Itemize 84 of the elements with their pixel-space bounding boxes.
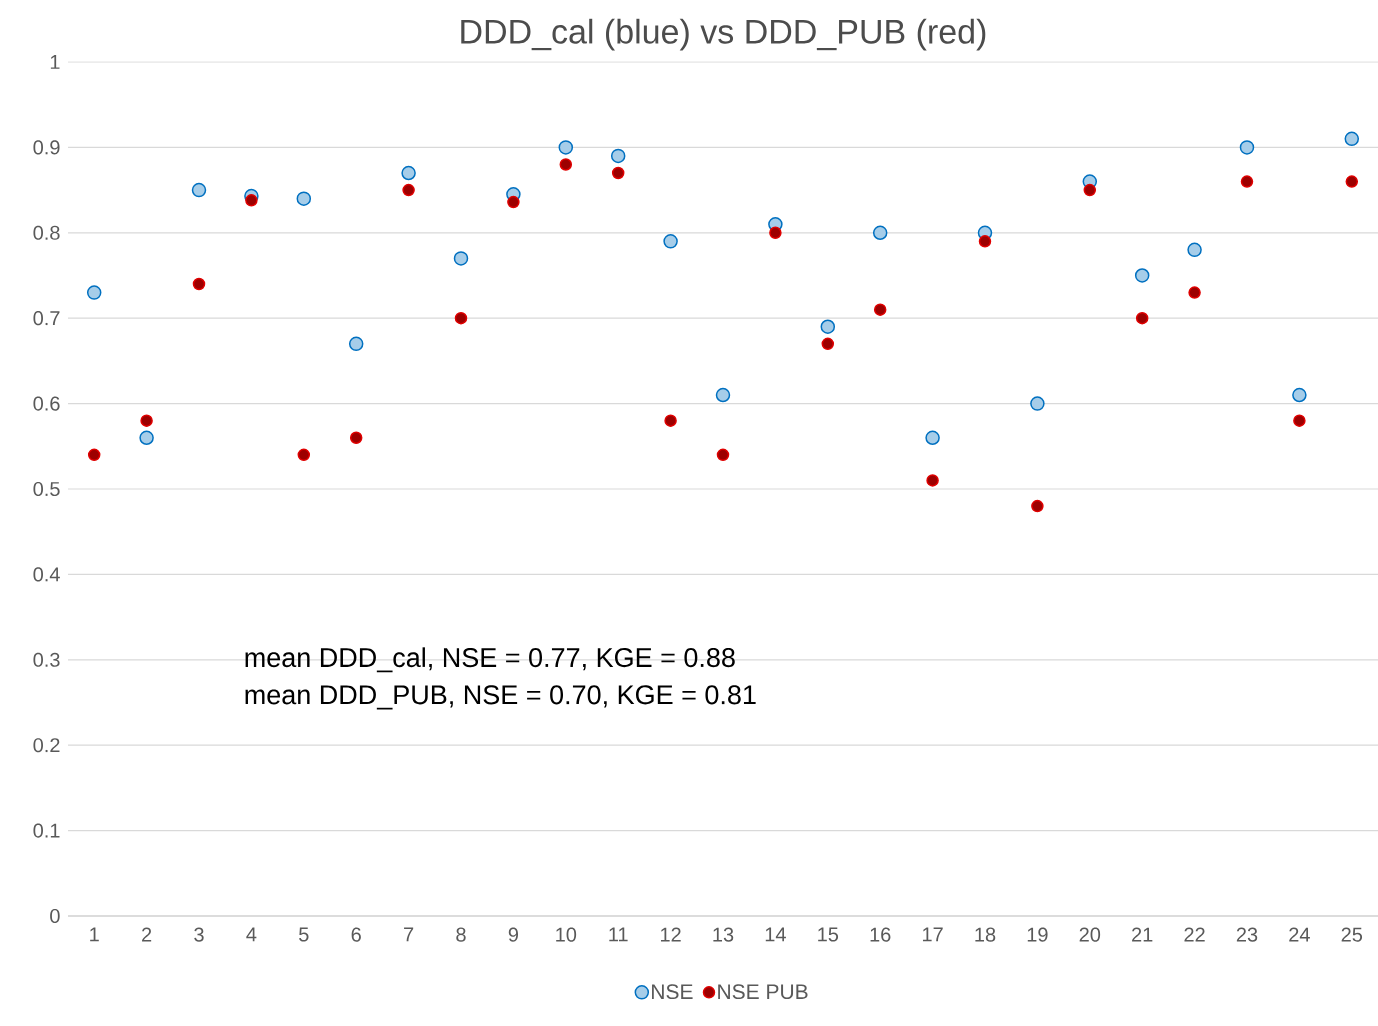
point <box>559 158 573 171</box>
point <box>1134 268 1150 283</box>
point <box>245 194 258 207</box>
x-tick-label: 23 <box>1236 927 1258 942</box>
point <box>820 319 836 334</box>
x-tick-label: 5 <box>299 927 309 942</box>
y-tick-label: 0.7 <box>33 311 60 326</box>
x-tick-label: 7 <box>404 927 414 942</box>
point <box>664 414 677 427</box>
point <box>349 431 363 445</box>
x-tick-label: 12 <box>660 927 681 942</box>
y-tick-label: 0 <box>50 908 60 924</box>
x-tick-label: 21 <box>1132 927 1153 942</box>
x-tick-label: 15 <box>818 927 839 942</box>
x-tick-label: 22 <box>1184 927 1205 942</box>
y-tick-label: 0.5 <box>33 481 60 497</box>
point <box>1239 140 1255 155</box>
x-tick-label: 25 <box>1341 927 1363 942</box>
point <box>926 474 939 487</box>
point <box>1083 183 1097 197</box>
legend-label: NSE PUB <box>718 984 808 1000</box>
x-tick-label: 2 <box>142 927 152 942</box>
x-tick-label: 16 <box>870 927 891 942</box>
x-tick-label: 8 <box>456 927 466 942</box>
point <box>140 414 153 427</box>
point <box>348 336 364 352</box>
point <box>296 191 312 206</box>
point <box>821 337 835 351</box>
point <box>978 235 992 248</box>
point <box>1135 311 1149 325</box>
y-tick-label: 0.3 <box>33 652 60 667</box>
point <box>663 234 678 249</box>
point <box>1188 286 1201 299</box>
x-tick-label: 19 <box>1027 927 1048 942</box>
annotation: mean DDD_PUB, NSE = 0.70, KGE = 0.81 <box>245 685 756 710</box>
x-tick-label: 20 <box>1079 927 1101 942</box>
x-tick-label: 17 <box>922 927 943 942</box>
point <box>610 148 626 164</box>
point <box>454 311 468 325</box>
x-tick-label: 14 <box>765 927 786 942</box>
point <box>1240 175 1254 188</box>
y-tick-label: 0.2 <box>33 738 60 753</box>
chart-title: DDD_cal (blue) vs DDD_PUB (red) <box>461 18 986 51</box>
point <box>86 285 102 300</box>
y-tick-label: 0.6 <box>33 396 60 411</box>
point <box>192 277 206 291</box>
point <box>1030 396 1045 411</box>
point <box>139 430 154 446</box>
point <box>1293 414 1306 427</box>
y-tick-label: 0.1 <box>33 823 60 838</box>
point <box>611 166 625 180</box>
annotation: mean DDD_cal, NSE = 0.77, KGE = 0.88 <box>245 647 735 673</box>
x-tick-label: 4 <box>246 927 257 942</box>
point <box>715 387 731 403</box>
y-tick-label: 1 <box>50 55 60 69</box>
x-tick-label: 6 <box>351 927 361 942</box>
x-tick-label: 3 <box>194 927 204 942</box>
point <box>925 430 940 446</box>
point <box>453 251 469 266</box>
legend-label: NSE <box>652 984 693 1000</box>
point <box>873 303 887 316</box>
point <box>558 140 574 155</box>
y-tick-label: 0.8 <box>33 225 60 240</box>
point <box>297 448 311 462</box>
x-tick-label: 9 <box>508 927 519 942</box>
point <box>716 448 730 462</box>
x-tick-label: 1 <box>90 927 99 942</box>
y-tick-label: 0.9 <box>33 140 60 155</box>
x-tick-label: 11 <box>609 927 628 942</box>
point <box>1292 387 1307 403</box>
point <box>769 226 782 240</box>
x-tick-label: 24 <box>1289 927 1310 942</box>
point <box>402 183 415 197</box>
x-tick-label: 18 <box>975 927 996 942</box>
point <box>401 165 416 181</box>
point <box>87 448 101 462</box>
point <box>1187 242 1202 258</box>
x-tick-label: 13 <box>713 927 734 942</box>
x-tick-label: 10 <box>556 927 577 942</box>
point <box>507 195 520 209</box>
point <box>1031 499 1044 513</box>
point <box>191 182 207 198</box>
y-tick-label: 0.4 <box>33 567 60 582</box>
point <box>872 225 888 241</box>
